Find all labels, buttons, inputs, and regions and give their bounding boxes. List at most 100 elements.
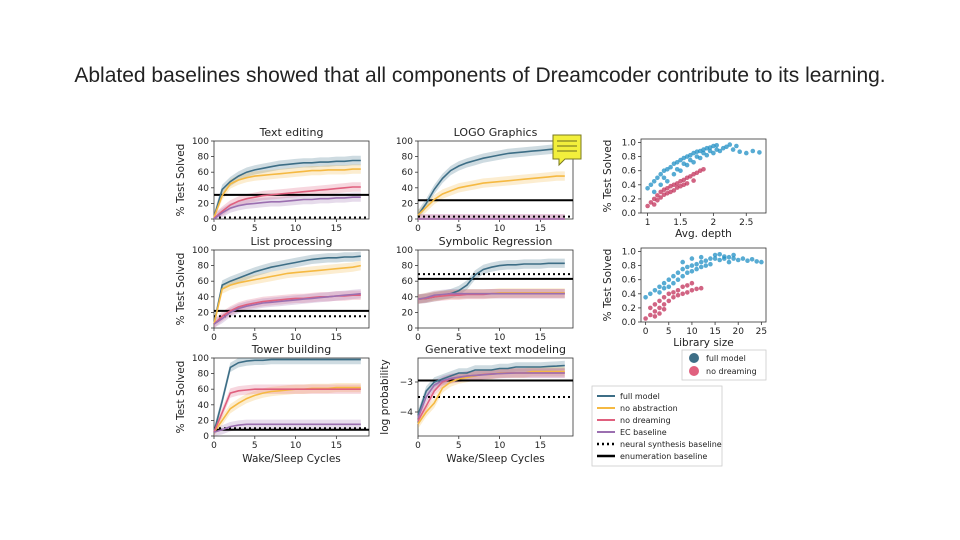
legend-full-model-label: full model [620,392,660,401]
full-model-point [712,252,718,258]
full-model-band [214,251,361,328]
full-model-point [708,256,713,261]
line-chart-2: List processing 0 20 40 60 80 100 0 5 10 15 % Test … [175,235,370,343]
y-tick-label: 80 [402,262,414,272]
legend-neural-synthesis-baseline-label: neural synthesis baseline [620,440,722,449]
x-tick-label: 0 [415,333,421,343]
no-abstraction-line [417,175,565,216]
no-dreaming-point [657,311,662,316]
full-model-point [685,270,690,276]
no-dreaming-point [674,185,680,190]
full-model-point [698,254,704,260]
x-tick-label: 15 [709,327,720,337]
no-dreaming-point [652,314,658,319]
full-model-point [759,259,764,265]
y-tick-label: 60 [198,277,210,287]
no-abstraction-band [214,260,361,328]
full-model-point [724,144,729,150]
full-model-point [689,263,695,268]
y-tick-label: 20 [198,416,210,426]
y-tick-label: 0.0 [622,318,637,328]
y-tick-label: 60 [402,168,414,178]
y-tick-label: 60 [198,168,210,178]
no-dreaming-band [214,290,361,328]
no-dreaming-point [651,202,657,207]
y-tick-label: 0.0 [622,209,637,219]
no-dreaming-point [671,295,676,300]
ec-baseline-line [213,292,361,325]
ec-baseline-line [213,423,361,433]
comment-icon-body [552,134,582,167]
plot-frame [213,357,370,437]
y-axis-label: % Test Solved [175,144,187,217]
full-model-point [655,175,660,181]
full-model-point [648,291,653,297]
y-tick-label: 0.6 [622,276,637,286]
y-tick-label: 0.8 [622,262,637,272]
full-model-point [665,179,670,184]
x-tick-label: 5 [456,441,462,451]
y-tick-label: 100 [192,354,209,364]
x-tick-label: 0 [211,333,217,343]
no-abstraction-band [214,164,361,219]
legend-ec-baseline-label: EC baseline [620,428,667,437]
x-tick-label: 5 [456,224,462,234]
scatter-legend-no-dreaming-swatch [689,366,699,376]
no-dreaming-point [685,290,690,295]
full-model-point [730,147,736,152]
full-model-point [754,259,759,264]
no-dreaming-point [661,307,667,312]
full-model-point [727,142,733,147]
full-model-point [665,167,670,172]
y-tick-label: 0.2 [622,304,636,314]
panel-title: Symbolic Regression [439,235,553,248]
x-tick-label: 2 [711,218,717,228]
comment-icon[interactable] [552,134,582,167]
full-model-point [675,270,681,276]
full-model-point [666,284,672,290]
scatter-chart-6: 0.0 0.2 0.4 0.6 0.8 1.0 1 1.5 2 2.5 % Test Solved A… [602,139,767,240]
x-tick-label: 25 [756,327,767,337]
full-model-point [694,261,699,267]
y-tick-label: 40 [402,293,414,303]
x-tick-label: 0 [415,224,421,234]
full-model-point [726,254,732,260]
full-model-point [688,152,693,158]
full-model-point [734,143,739,149]
no-dreaming-band [418,214,565,219]
full-model-point [749,257,755,262]
full-model-point [661,280,667,286]
y-axis-label: % Test Solved [602,140,614,213]
y-tick-label: 40 [198,401,210,411]
y-tick-label: −4 [400,408,414,418]
plot-frame [640,247,767,323]
line-chart-4: Tower building 0 20 40 60 80 100 0 5 10 15 % Test S… [175,343,370,465]
full-model-point [711,150,716,156]
full-model-point [691,160,696,165]
full-model-point [698,264,704,270]
y-tick-label: 80 [198,262,210,272]
no-dreaming-point [655,193,660,198]
x-tick-label: 15 [535,224,546,234]
no-dreaming-point [701,167,706,172]
full-model-point [643,295,648,300]
line-chart-3: Symbolic Regression 0 20 40 60 80 100 0 5 10 15 [396,235,574,343]
full-model-point [737,149,742,154]
no-dreaming-point [668,189,673,195]
y-axis-label: % Test Solved [602,249,614,322]
scatter-legend: full model no dreaming [681,349,767,381]
full-model-line [417,147,565,216]
full-model-point [658,171,663,177]
full-model-point [681,161,687,166]
full-model-point [645,186,650,191]
full-model-band [418,360,565,420]
y-tick-label: 80 [402,153,414,163]
ec-baseline-line [417,292,565,300]
full-model-line [213,255,361,325]
full-model-point [694,266,699,272]
no-dreaming-point [652,302,658,307]
x-tick-label: 0 [211,441,217,451]
no-dreaming-line [213,388,361,433]
y-tick-label: 20 [198,199,210,209]
lines-legend: full model no abstraction no dreaming EC ba… [591,385,723,467]
